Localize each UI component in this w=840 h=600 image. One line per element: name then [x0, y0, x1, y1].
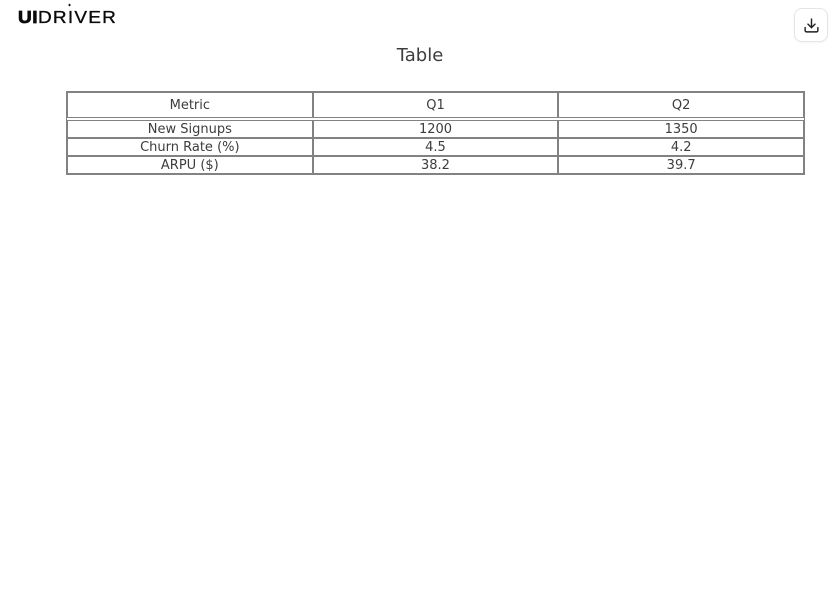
logo-ver-text: VER — [74, 8, 117, 28]
download-icon — [803, 17, 820, 34]
cell-q1: 38.2 — [312, 156, 559, 174]
metrics-table: Metric Q1 Q2 New Signups 1200 1350 Churn… — [66, 91, 805, 175]
top-bar: UI DRI ✦ VER — [0, 0, 840, 50]
column-header-metric: Metric — [67, 92, 313, 118]
cell-q1: 4.5 — [312, 138, 559, 156]
cell-metric: ARPU ($) — [67, 156, 313, 174]
logo-diamond-icon: ✦ — [66, 3, 74, 9]
table-container: Metric Q1 Q2 New Signups 1200 1350 Churn… — [66, 91, 805, 175]
page-title: Table — [396, 45, 444, 66]
table-row: New Signups 1200 1350 — [67, 120, 804, 138]
column-header-q2: Q2 — [558, 92, 804, 118]
logo-i-text: I ✦ — [66, 3, 75, 28]
table-header-row: Metric Q1 Q2 — [67, 92, 804, 118]
column-header-q1: Q1 — [312, 92, 559, 118]
cell-q2: 39.7 — [558, 156, 804, 174]
table-row: Churn Rate (%) 4.5 4.2 — [67, 138, 804, 156]
cell-metric: New Signups — [67, 120, 313, 138]
download-button[interactable] — [794, 8, 828, 42]
cell-q2: 1350 — [558, 120, 804, 138]
cell-q2: 4.2 — [558, 138, 804, 156]
logo-dr-text: DR — [38, 8, 68, 28]
cell-metric: Churn Rate (%) — [67, 138, 313, 156]
cell-q1: 1200 — [312, 120, 559, 138]
table-row: ARPU ($) 38.2 39.7 — [67, 156, 804, 174]
uidriver-logo: UI DRI ✦ VER — [18, 3, 117, 28]
logo-ui-text: UI — [18, 8, 38, 28]
